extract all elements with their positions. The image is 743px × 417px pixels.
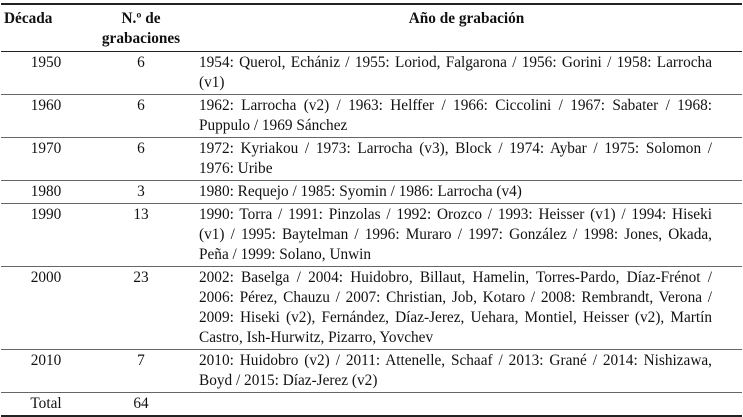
decade-cell: Total [30,395,62,412]
decade-cell: 1990 [30,206,62,223]
count-cell: 6 [137,140,145,157]
table-row: 1990 13 1990: Torra / 1991: Pinzolas / 199… [1,204,742,267]
count-cell: 13 [133,206,149,223]
table-header: Década N.º de grabaciones Año de grabaci… [1,4,742,52]
recordings-cell [191,393,742,417]
decade-cell: 1970 [30,140,62,157]
count-cell: 3 [137,183,145,200]
header-cell: Año de grabación [408,10,525,27]
recordings-cell: 2002: Baselga / 2004: Huidobro, Billaut,… [199,269,712,346]
header-cell: Década [4,10,53,27]
decade-cell: 1960 [30,97,62,114]
count-cell: 6 [137,54,145,71]
page: Década N.º de grabaciones Año de grabaci… [0,3,743,416]
table-row: 1950 6 1954: Querol, Echániz / 1955: Lorio… [1,52,742,95]
recordings-table: Década N.º de grabaciones Año de grabaci… [1,3,742,417]
recordings-cell: 1972: Kyriakou / 1973: Larrocha (v3), Bl… [199,140,712,177]
recordings-cell: 1962: Larrocha (v2) / 1963: Helffer / 19… [199,97,712,134]
table-row: 1960 6 1962: Larrocha (v2) / 1963: Helffer… [1,95,742,138]
count-cell: 7 [137,352,145,369]
recordings-cell: 2010: Huidobro (v2) / 2011: Attenelle, S… [199,352,712,389]
recordings-cell: 1954: Querol, Echániz / 1955: Loriod, Fa… [199,54,712,91]
table-row: Total 64 [1,393,742,417]
count-cell: 6 [137,97,145,114]
recordings-cell: 1980: Requejo / 1985: Syomin / 1986: Lar… [199,183,522,200]
header-row: Década N.º de grabaciones Año de grabaci… [1,4,742,52]
decade-cell: 1950 [30,54,62,71]
table-row: 2010 7 2010: Huidobro (v2) / 2011: Attenel… [1,350,742,393]
table-body: 1950 6 1954: Querol, Echániz / 1955: Lorio… [1,52,742,417]
recordings-cell: 1990: Torra / 1991: Pinzolas / 1992: Oro… [199,206,712,263]
table-row: 2000 23 2002: Baselga / 2004: Huidobro, Bi… [1,267,742,350]
count-cell: 23 [133,269,149,286]
count-cell: 64 [133,395,149,412]
decade-cell: 2010 [30,352,62,369]
table-row: 1980 3 1980: Requejo / 1985: Syomin / 1986… [1,181,742,204]
decade-cell: 1980 [30,183,62,200]
header-cell: N.º de grabaciones [101,10,181,47]
table-row: 1970 6 1972: Kyriakou / 1973: Larrocha (v3… [1,138,742,181]
decade-cell: 2000 [30,269,62,286]
